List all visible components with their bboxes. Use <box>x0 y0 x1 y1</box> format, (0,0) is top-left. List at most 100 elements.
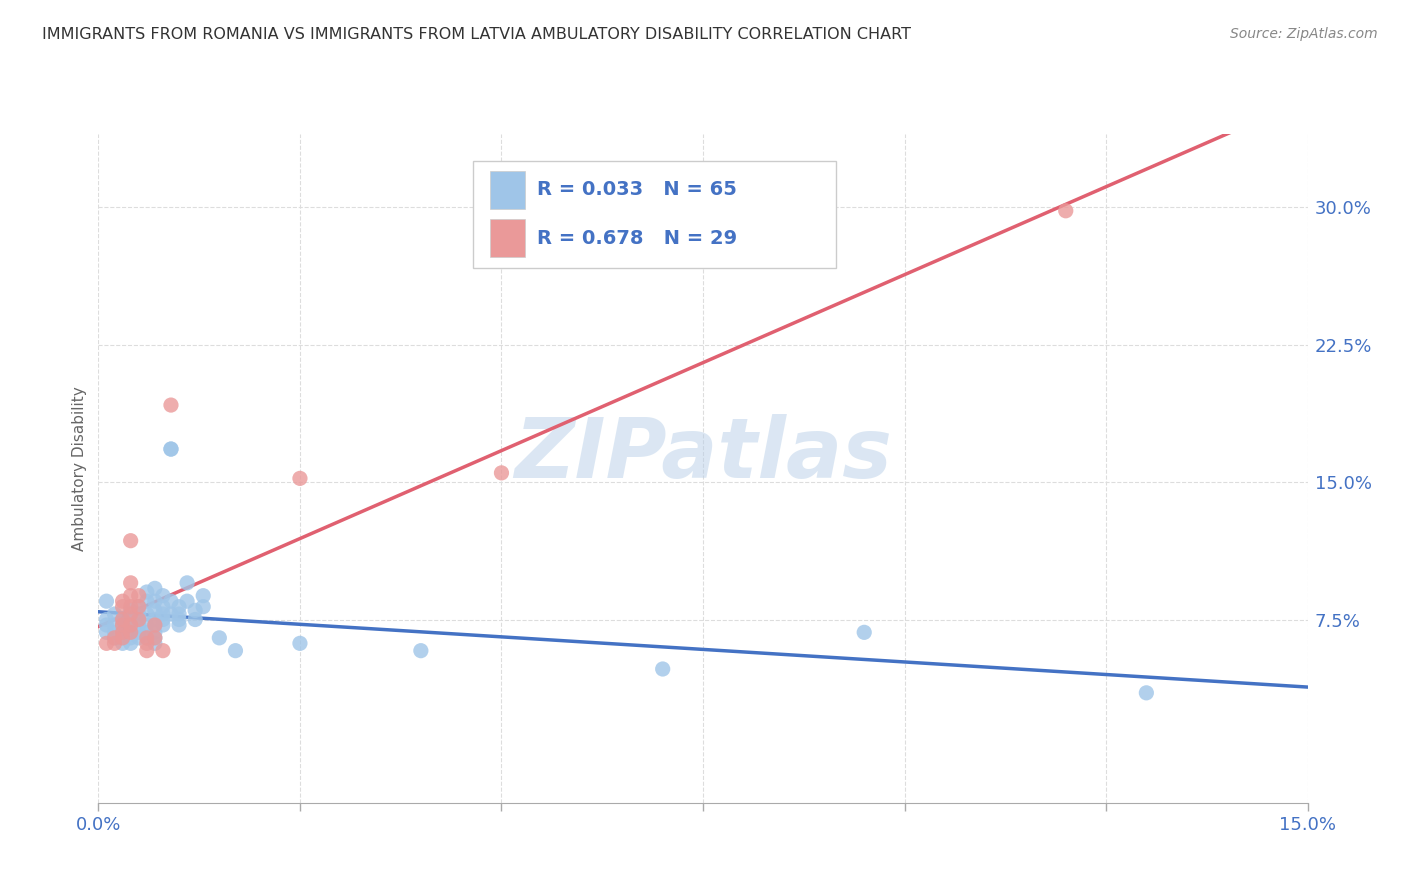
Point <box>143 603 166 617</box>
Point <box>135 636 157 650</box>
Point <box>167 607 190 621</box>
Point <box>120 625 142 640</box>
Point <box>167 613 190 627</box>
Point <box>111 631 134 645</box>
Point <box>288 471 311 485</box>
Point <box>152 599 174 614</box>
Point <box>135 631 157 645</box>
Point <box>111 618 134 632</box>
Point <box>853 625 876 640</box>
Point <box>120 636 142 650</box>
Point <box>152 607 174 621</box>
Point <box>103 636 125 650</box>
Point <box>120 533 142 548</box>
Point <box>128 607 150 621</box>
Point <box>120 618 142 632</box>
Point <box>128 613 150 627</box>
Point <box>152 618 174 632</box>
Point <box>176 594 198 608</box>
Point <box>120 625 142 640</box>
Point <box>193 599 215 614</box>
Point <box>128 631 150 645</box>
Point <box>111 636 134 650</box>
Point <box>184 613 207 627</box>
Point <box>128 599 150 614</box>
Point <box>143 625 166 640</box>
Point <box>143 618 166 632</box>
Point <box>128 589 150 603</box>
Point <box>120 618 142 632</box>
Point <box>103 607 125 621</box>
Point <box>143 618 166 632</box>
Point <box>143 582 166 596</box>
Point <box>111 613 134 627</box>
Point <box>224 643 246 657</box>
Point <box>160 594 183 608</box>
Point <box>143 631 166 645</box>
Point <box>152 643 174 657</box>
Point <box>96 625 118 640</box>
Point <box>96 636 118 650</box>
Point <box>143 594 166 608</box>
Point <box>176 575 198 590</box>
Point <box>128 613 150 627</box>
Point <box>96 594 118 608</box>
Point <box>160 398 183 412</box>
Point <box>208 631 231 645</box>
Point <box>111 625 134 640</box>
Point <box>1135 686 1157 700</box>
Point <box>111 618 134 632</box>
Point <box>135 607 157 621</box>
Point <box>120 599 142 614</box>
Point <box>111 599 134 614</box>
Point <box>103 618 125 632</box>
Point <box>135 618 157 632</box>
Point <box>128 599 150 614</box>
Point <box>135 594 157 608</box>
Point <box>96 613 118 627</box>
Point <box>143 613 166 627</box>
Point <box>103 631 125 645</box>
Point <box>103 625 125 640</box>
Point <box>184 603 207 617</box>
Text: ZIPatlas: ZIPatlas <box>515 415 891 495</box>
Point <box>120 589 142 603</box>
Y-axis label: Ambulatory Disability: Ambulatory Disability <box>72 386 87 550</box>
Point <box>111 594 134 608</box>
Point <box>409 643 432 657</box>
Point <box>120 631 142 645</box>
Point <box>651 662 673 676</box>
Point <box>491 466 513 480</box>
Point <box>167 618 190 632</box>
Point <box>152 589 174 603</box>
Point <box>193 589 215 603</box>
Point <box>143 636 166 650</box>
Point <box>120 607 142 621</box>
Point <box>120 613 142 627</box>
Text: Source: ZipAtlas.com: Source: ZipAtlas.com <box>1230 27 1378 41</box>
Point <box>167 599 190 614</box>
Point <box>160 442 183 456</box>
Point <box>135 585 157 599</box>
Point <box>111 613 134 627</box>
Point <box>135 625 157 640</box>
Point <box>111 631 134 645</box>
Point <box>160 442 183 456</box>
Point <box>152 613 174 627</box>
Text: IMMIGRANTS FROM ROMANIA VS IMMIGRANTS FROM LATVIA AMBULATORY DISABILITY CORRELAT: IMMIGRANTS FROM ROMANIA VS IMMIGRANTS FR… <box>42 27 911 42</box>
Point <box>135 631 157 645</box>
Point <box>160 607 183 621</box>
Point <box>288 636 311 650</box>
Point <box>96 618 118 632</box>
Point <box>128 618 150 632</box>
Point <box>1054 203 1077 218</box>
Point <box>120 575 142 590</box>
Point <box>120 603 142 617</box>
Point <box>135 643 157 657</box>
Text: R = 0.033   N = 65: R = 0.033 N = 65 <box>537 180 737 200</box>
Point <box>111 625 134 640</box>
Point <box>143 631 166 645</box>
Point <box>103 631 125 645</box>
Point <box>128 625 150 640</box>
Text: R = 0.678   N = 29: R = 0.678 N = 29 <box>537 228 737 248</box>
